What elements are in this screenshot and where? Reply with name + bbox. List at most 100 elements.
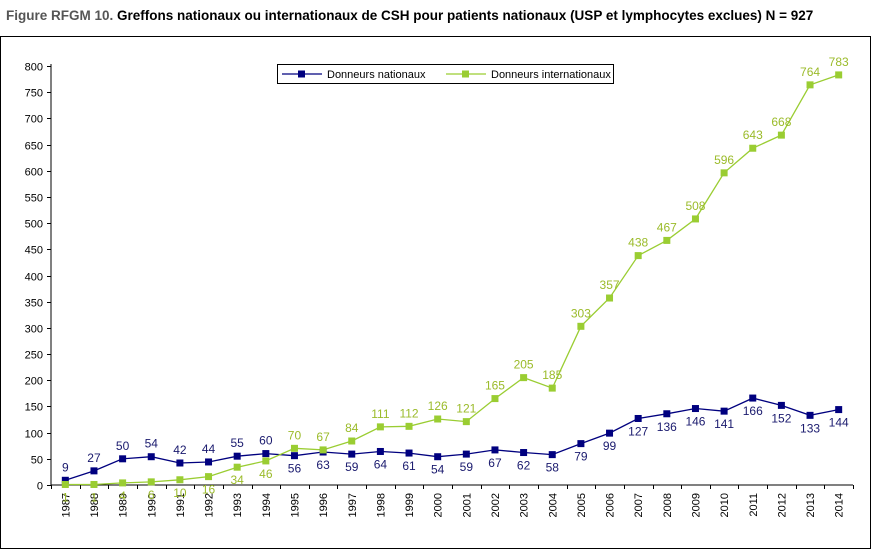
data-point-national: [806, 411, 814, 419]
data-point-national: [119, 455, 127, 463]
x-tick-label: 1991: [175, 493, 187, 517]
data-label-international: 6: [148, 488, 155, 502]
data-point-international: [663, 236, 671, 244]
data-label-national: 127: [628, 424, 648, 438]
data-label-national: 9: [62, 460, 69, 474]
data-point-international: [348, 437, 356, 445]
data-point-national: [348, 450, 356, 458]
y-tick-label: 800: [25, 62, 43, 74]
data-label-national: 56: [288, 462, 302, 476]
data-label-national: 62: [517, 459, 531, 473]
data-label-international: 10: [173, 486, 187, 500]
data-label-national: 50: [116, 439, 130, 453]
legend: Donneurs nationaux Donneurs internationa…: [277, 64, 614, 84]
x-tick-label: 2007: [633, 493, 645, 517]
data-label-international: 205: [514, 358, 534, 372]
data-label-international: 438: [628, 236, 648, 250]
x-tick-label: 1995: [289, 493, 301, 517]
data-point-international: [548, 384, 556, 392]
data-point-international: [806, 81, 814, 89]
data-point-international: [262, 457, 270, 465]
data-label-national: 67: [488, 456, 502, 470]
data-point-international: [577, 322, 585, 330]
x-tick-label: 1993: [232, 493, 244, 517]
y-tick-label: 500: [25, 219, 43, 231]
y-tick-label: 0: [37, 481, 43, 493]
x-tick-label: 1990: [146, 493, 158, 517]
data-label-national: 59: [460, 460, 474, 474]
data-label-international: 467: [657, 220, 677, 234]
data-label-international: 357: [600, 278, 620, 292]
legend-box: [277, 64, 614, 84]
y-tick-label: 200: [25, 376, 43, 388]
data-point-national: [462, 450, 470, 458]
data-point-national: [749, 394, 757, 402]
x-tick-label: 1996: [318, 493, 330, 517]
x-tick-label: 2005: [576, 493, 588, 517]
x-tick-label: 2000: [433, 493, 445, 517]
legend-marker-international: [462, 70, 469, 78]
data-point-national: [405, 449, 413, 457]
data-label-international: 4: [119, 489, 126, 503]
data-label-international: 126: [428, 399, 448, 413]
y-tick-label: 150: [25, 402, 43, 414]
data-label-national: 166: [743, 404, 763, 418]
data-point-international: [290, 444, 298, 452]
legend-label-national: Donneurs nationaux: [327, 69, 426, 81]
data-label-international: 764: [800, 65, 820, 79]
data-point-national: [663, 410, 671, 418]
data-point-international: [233, 463, 241, 471]
figure-number: Figure RFGM 10.: [6, 8, 114, 23]
y-tick-label: 100: [25, 429, 43, 441]
data-point-national: [691, 405, 699, 413]
data-point-national: [777, 401, 785, 409]
data-point-national: [90, 467, 98, 475]
data-point-national: [147, 453, 155, 461]
chart-title: Greffons nationaux ou internationaux de …: [117, 8, 814, 23]
data-point-national: [548, 451, 556, 459]
data-label-national: 54: [431, 463, 445, 477]
data-label-national: 152: [771, 411, 791, 425]
x-tick-label: 2004: [547, 493, 559, 517]
data-label-international: 67: [316, 430, 330, 444]
data-point-international: [606, 294, 614, 302]
x-tick-label: 2009: [690, 493, 702, 517]
data-label-national: 136: [657, 420, 677, 434]
x-tick-label: 1987: [60, 493, 72, 517]
data-label-international: 46: [259, 467, 273, 481]
legend-label-international: Donneurs internationaux: [491, 69, 611, 81]
data-point-international: [691, 215, 699, 223]
data-point-international: [90, 480, 98, 488]
data-label-international: 596: [714, 153, 734, 167]
y-tick-label: 600: [25, 167, 43, 179]
data-label-international: 70: [288, 428, 302, 442]
data-label-international: 34: [230, 473, 244, 487]
series-layer: [61, 71, 843, 488]
data-label-international: 1: [91, 490, 98, 504]
data-point-international: [720, 169, 728, 177]
data-label-national: 58: [546, 461, 560, 475]
y-tick-label: 50: [31, 455, 43, 467]
data-point-national: [176, 459, 184, 467]
data-label-national: 44: [202, 442, 216, 456]
chart-frame: [0, 36, 871, 549]
data-point-international: [835, 71, 843, 79]
data-label-international: 16: [202, 483, 216, 497]
y-tick-label: 650: [25, 141, 43, 153]
y-tick-label: 300: [25, 324, 43, 336]
y-tick-label: 400: [25, 272, 43, 284]
data-label-national: 27: [87, 451, 101, 465]
data-point-national: [434, 453, 442, 461]
data-point-national: [577, 440, 585, 448]
legend-marker-national: [298, 70, 305, 78]
data-point-national: [61, 476, 69, 484]
data-point-international: [319, 446, 327, 454]
data-point-international: [405, 422, 413, 430]
data-label-national: 63: [316, 458, 330, 472]
x-tick-label: 2014: [834, 493, 846, 517]
data-point-international: [176, 476, 184, 484]
data-point-international: [376, 423, 384, 431]
data-label-national: 55: [230, 436, 244, 450]
